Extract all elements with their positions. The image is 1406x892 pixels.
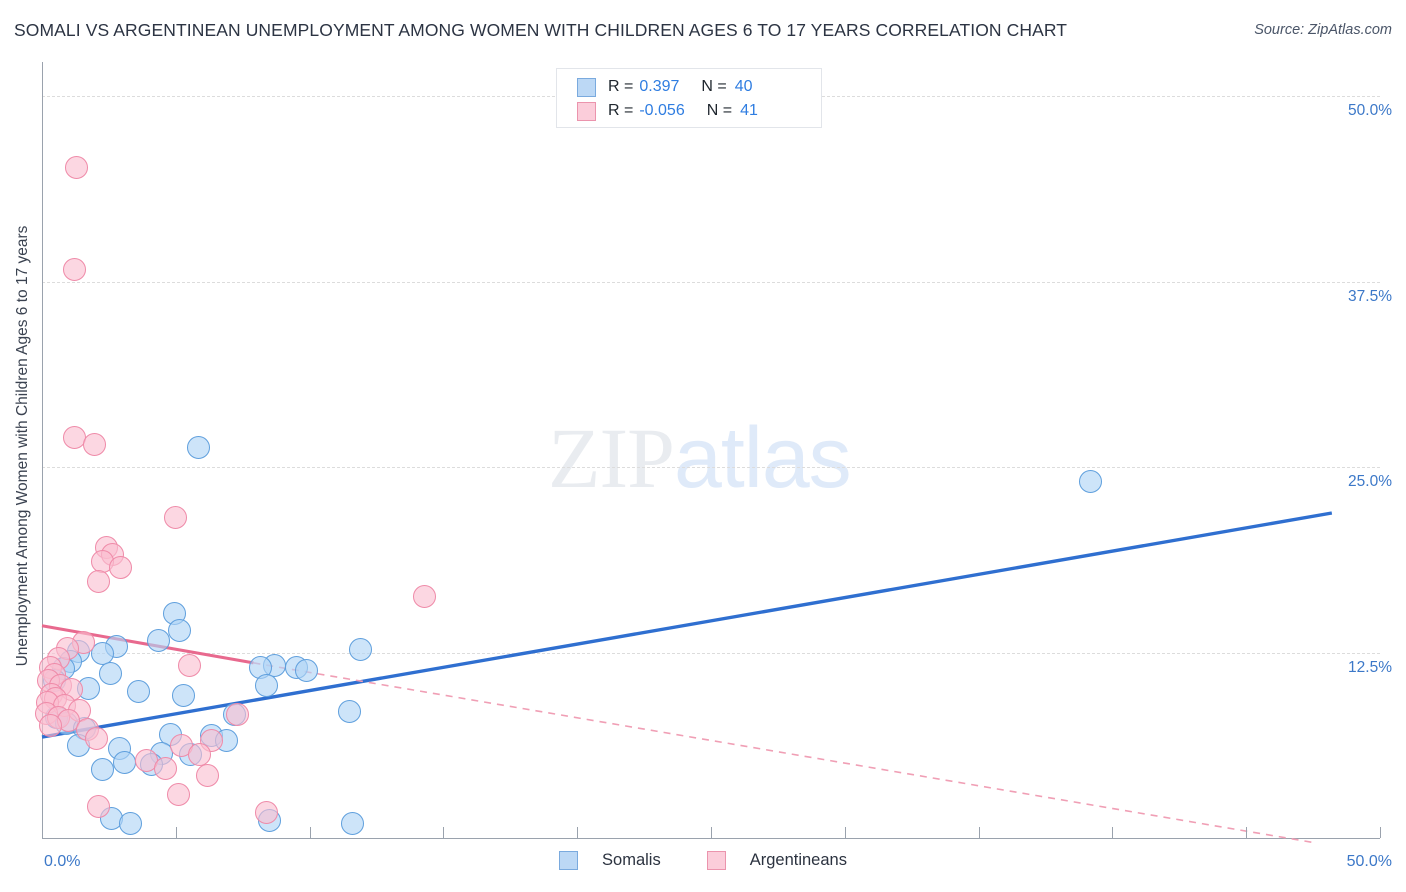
data-point-somalis[interactable] (98, 661, 122, 685)
data-point-somalis[interactable] (90, 758, 114, 782)
stats-legend: R = 0.397 N = 40 R = -0.056 N = 41 (556, 68, 822, 128)
data-point-somalis[interactable] (348, 638, 372, 662)
data-point-somalis[interactable] (187, 436, 211, 460)
n-label-somalis: N = (701, 78, 727, 95)
x-axis-tick (978, 827, 980, 838)
r-label-somalis: R = (608, 78, 634, 95)
y-tick-label: 37.5% (1348, 287, 1392, 305)
data-point-somalis[interactable] (295, 658, 319, 682)
data-point-argentineans[interactable] (166, 783, 190, 807)
gridline (42, 281, 1380, 283)
data-point-somalis[interactable] (255, 673, 279, 697)
series-label-argentineans: Argentineans (749, 851, 847, 869)
x-axis-tick (443, 827, 445, 838)
data-point-somalis[interactable] (168, 618, 192, 642)
series-swatch-somalis (559, 851, 579, 870)
data-point-argentineans[interactable] (109, 556, 133, 580)
data-point-argentineans[interactable] (65, 155, 89, 179)
stats-legend-row-somalis: R = 0.397 N = 40 (577, 75, 753, 99)
data-point-argentineans[interactable] (225, 703, 249, 727)
x-tick-max: 50.0% (1346, 853, 1392, 870)
data-point-somalis[interactable] (118, 811, 142, 835)
x-axis-tick (844, 827, 846, 838)
x-axis-tick (1380, 827, 1381, 838)
n-value-argentineans: 41 (740, 102, 758, 119)
page-title: SOMALI VS ARGENTINEAN UNEMPLOYMENT AMONG… (14, 20, 1068, 40)
x-axis-tick (1246, 827, 1248, 838)
y-axis-title: Unemployment Among Women with Children A… (14, 225, 31, 667)
data-point-somalis[interactable] (338, 700, 362, 724)
data-point-argentineans[interactable] (62, 258, 86, 282)
y-tick-label: 50.0% (1348, 102, 1392, 119)
y-axis-line (42, 62, 43, 838)
x-axis-tick (1112, 827, 1114, 838)
data-point-argentineans[interactable] (177, 654, 201, 678)
x-axis-line (42, 838, 1380, 839)
x-axis-tick (309, 827, 311, 838)
legend-swatch-somalis (577, 77, 596, 97)
gridline (42, 467, 1380, 468)
y-tick-label: 12.5% (1348, 658, 1392, 676)
series-legend-item-somalis[interactable]: Somalis (559, 851, 661, 870)
r-value-argentineans: -0.056 (639, 102, 685, 119)
r-value-somalis: 0.397 (639, 78, 680, 95)
gridline (42, 652, 1380, 654)
x-axis-tick (577, 827, 579, 838)
n-value-somalis: 40 (734, 78, 753, 95)
data-point-somalis[interactable] (1079, 470, 1103, 494)
series-legend: Somalis Argentineans (0, 851, 1406, 870)
series-label-somalis: Somalis (602, 851, 661, 869)
n-label-argentineans: N = (706, 102, 733, 119)
x-axis-tick (175, 827, 177, 838)
y-tick-label: 25.0% (1348, 473, 1392, 490)
data-point-argentineans[interactable] (38, 713, 62, 737)
source-label: Source: ZipAtlas.com (1254, 22, 1392, 38)
data-point-somalis[interactable] (340, 811, 364, 835)
stats-legend-row-argentineans: R = -0.056 N = 41 (577, 99, 758, 123)
data-point-argentineans[interactable] (85, 727, 109, 751)
data-point-argentineans[interactable] (82, 433, 106, 457)
data-point-argentineans[interactable] (153, 756, 177, 780)
data-point-argentineans[interactable] (196, 764, 220, 788)
x-tick-min: 0.0% (44, 853, 81, 870)
data-point-argentineans[interactable] (413, 584, 437, 608)
r-label-argentineans: R = (608, 102, 634, 119)
data-point-argentineans[interactable] (164, 505, 188, 529)
data-point-somalis[interactable] (172, 684, 196, 708)
data-point-argentineans[interactable] (86, 795, 110, 819)
x-axis-tick (42, 827, 43, 838)
legend-swatch-argentineans (577, 101, 596, 121)
x-axis-tick (711, 827, 712, 838)
series-swatch-argentineans (706, 851, 726, 870)
data-point-somalis[interactable] (146, 629, 170, 653)
series-legend-item-argentineans[interactable]: Argentineans (706, 851, 847, 870)
data-point-argentineans[interactable] (255, 801, 279, 825)
data-point-somalis[interactable] (126, 679, 150, 703)
data-point-argentineans[interactable] (86, 569, 110, 593)
